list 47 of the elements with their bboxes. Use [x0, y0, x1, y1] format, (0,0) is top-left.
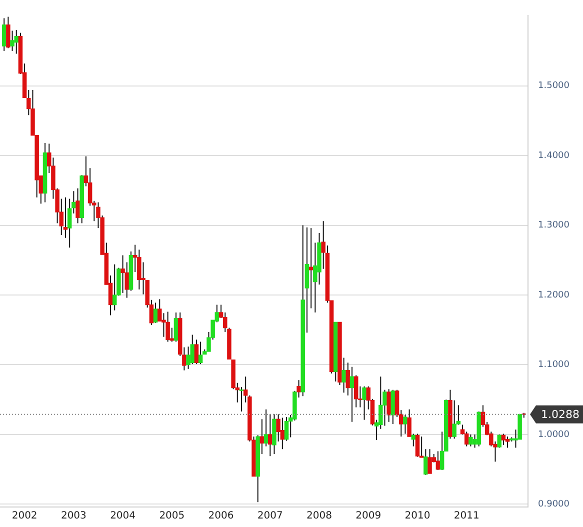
x-tick-label: 2009 — [356, 510, 382, 522]
candlestick — [198, 341, 203, 365]
x-tick-label: 2008 — [306, 510, 332, 522]
x-tick-label: 2007 — [257, 510, 283, 522]
candlestick — [452, 400, 456, 440]
candlestick — [386, 388, 391, 422]
candlestick — [2, 18, 6, 52]
candlestick — [162, 312, 166, 338]
y-tick-label: 1.2000 — [538, 290, 570, 300]
candlestick — [280, 417, 285, 450]
candlestick — [10, 30, 14, 52]
x-tick-label: 2006 — [208, 510, 234, 522]
candlestick — [239, 386, 244, 412]
candlestick — [468, 434, 473, 447]
x-tick-label: 2005 — [159, 510, 185, 522]
candlestick — [153, 302, 158, 324]
candlestick — [342, 357, 346, 394]
candlestick — [350, 366, 354, 422]
candlestick — [174, 312, 178, 342]
candlestick — [190, 334, 194, 365]
candlestick — [76, 188, 80, 224]
y-tick-label: 1.4000 — [538, 150, 570, 161]
candlestick — [112, 264, 117, 311]
candlestick — [166, 311, 170, 342]
candlestick — [14, 30, 18, 54]
candlestick — [6, 16, 10, 49]
y-tick-label: 1.0000 — [538, 430, 570, 440]
y-tick-label: 1.3000 — [538, 220, 570, 231]
candlestick — [505, 436, 510, 448]
y-tick-label: 0.9000 — [538, 500, 570, 510]
candlestick — [501, 433, 506, 446]
x-tick-label: 2010 — [404, 510, 430, 522]
candlestick — [260, 418, 264, 455]
x-tick-label: 2002 — [12, 510, 38, 522]
candlestick — [415, 433, 420, 458]
x-tick-label: 2011 — [454, 510, 480, 522]
candlestick — [424, 448, 428, 476]
ref-line-label: 1.0288 — [541, 408, 580, 421]
x-tick-label: 2003 — [60, 510, 86, 522]
candlestick — [194, 339, 199, 365]
candlestick — [428, 448, 432, 474]
x-tick-label: 2004 — [110, 510, 136, 522]
y-tick-label: 1.1000 — [538, 360, 570, 370]
y-tick-label: 1.5000 — [538, 81, 570, 92]
candlestick — [436, 450, 440, 471]
candlestick — [362, 386, 366, 420]
candlestick — [268, 414, 272, 457]
